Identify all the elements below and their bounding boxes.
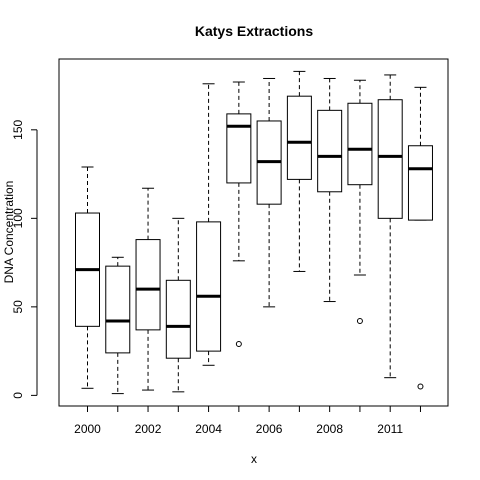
- outlier-point: [235, 341, 242, 348]
- y-tick-label: 0: [11, 392, 25, 399]
- box-2008: [317, 77, 343, 303]
- x-tick-label: 2008: [316, 422, 343, 436]
- box-2007: [286, 70, 312, 272]
- x-tick-label: 2006: [256, 422, 283, 436]
- box-2011: [377, 74, 403, 379]
- x-tick-label: 2002: [135, 422, 162, 436]
- x-axis-label: x: [251, 452, 257, 466]
- box-iqr: [105, 265, 131, 354]
- x-tick-label: 2011: [377, 422, 403, 436]
- box-2005: [226, 81, 252, 348]
- box-2009: [347, 79, 373, 325]
- box-2006: [256, 77, 282, 308]
- x-tick-label: 2004: [195, 422, 222, 436]
- box-2004: [196, 83, 222, 366]
- box-2012: [407, 86, 433, 390]
- outlier-point: [356, 318, 363, 325]
- box-iqr: [286, 95, 312, 180]
- box-2000: [75, 166, 100, 389]
- outlier-point: [417, 383, 424, 390]
- box-iqr: [347, 102, 373, 186]
- box-iqr: [226, 113, 252, 184]
- box-iqr: [135, 239, 161, 331]
- box-2003: [165, 217, 191, 393]
- box-2002: [135, 187, 161, 391]
- box-iqr: [407, 145, 433, 221]
- chart-title: Katys Extractions: [195, 23, 313, 39]
- y-axis-label: DNA Concentration: [2, 181, 16, 284]
- y-axis: 0 50 100 150: [11, 119, 38, 399]
- box-2001: [105, 256, 131, 395]
- y-tick-label: 100: [11, 208, 25, 228]
- box-iqr: [317, 109, 343, 193]
- box-iqr: [377, 99, 403, 219]
- y-tick-label: 150: [11, 119, 25, 139]
- y-tick-label: 50: [11, 300, 25, 314]
- x-tick-label: 2000: [74, 422, 101, 436]
- box-iqr: [165, 279, 191, 359]
- boxes-group: [75, 70, 433, 395]
- x-axis: 2000 2002 2004 2006 2008 2011: [74, 405, 421, 436]
- box-iqr: [196, 221, 222, 352]
